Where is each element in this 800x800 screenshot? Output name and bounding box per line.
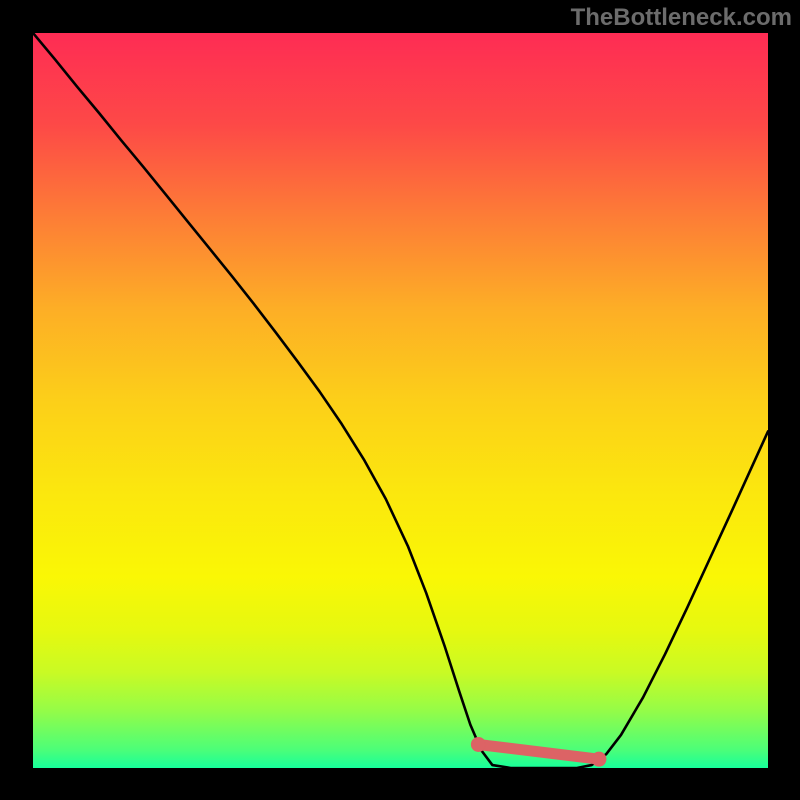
- chart-frame: TheBottleneck.com: [0, 0, 800, 800]
- plot-area: [33, 33, 768, 768]
- watermark-text: TheBottleneck.com: [571, 4, 792, 32]
- chart-svg: [33, 33, 768, 768]
- optimal-range-end-marker: [592, 752, 606, 766]
- heatmap-background: [33, 33, 768, 768]
- optimal-range-start-marker: [471, 737, 485, 751]
